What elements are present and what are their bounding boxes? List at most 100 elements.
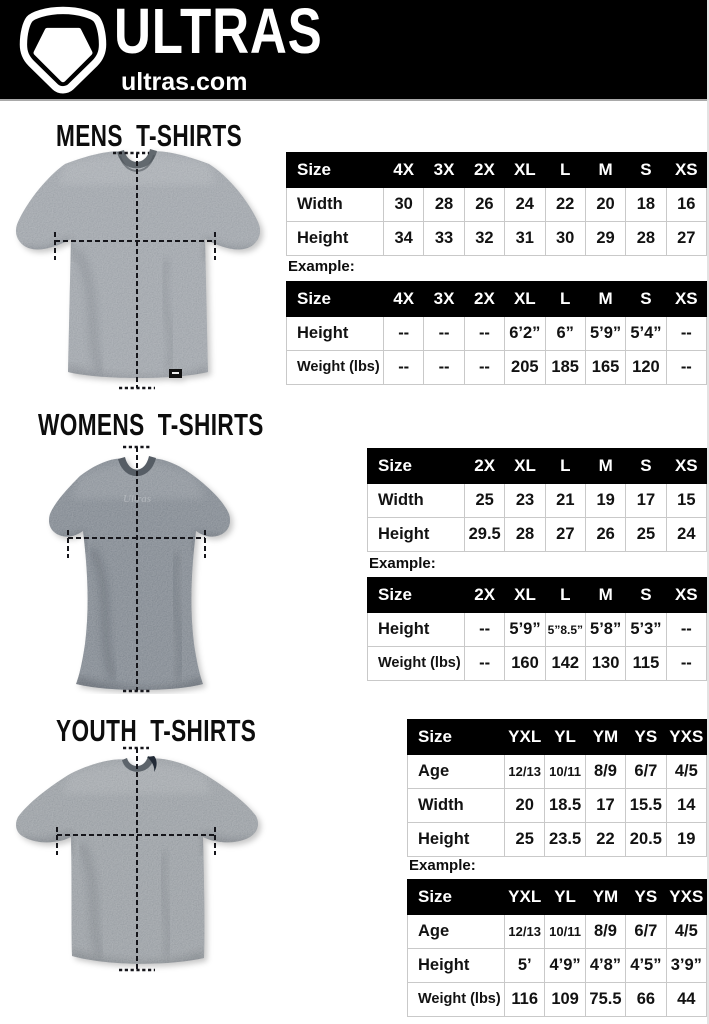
cell-value: 44: [665, 982, 708, 1017]
size-column-header: YL: [544, 879, 586, 915]
size-column-header: S: [625, 448, 667, 484]
cell-value: 8/9: [584, 754, 627, 789]
row-label: Height: [286, 316, 384, 351]
cell-value: 28: [504, 517, 546, 552]
cell-value: 142: [544, 646, 586, 681]
size-column-header: L: [544, 577, 586, 613]
size-column-header: L: [544, 448, 586, 484]
cell-value: 17: [584, 788, 627, 823]
pentagon-shield-logo-icon: [19, 6, 107, 94]
size-column-header: L: [544, 152, 586, 188]
womens-example-table: Size 2X XL L M S XS Height -- 5’9” 5”8.5” 5’8” 5’3” -…: [367, 577, 708, 681]
table-row: Weight (lbs) -- 160 142 130 115 --: [367, 646, 708, 681]
table-header-row: Size YXL YL YM YS YXS: [407, 719, 708, 755]
cell-value: --: [463, 646, 506, 681]
row-label: Weight (lbs): [367, 646, 465, 681]
cell-value: 4/5: [665, 914, 708, 949]
womens-size-table: Size 2X XL L M S XS Width 25 23 21 19 17 15 Height 29.5…: [367, 448, 708, 552]
cell-value: --: [463, 350, 506, 385]
cell-value: --: [382, 316, 425, 351]
womens-section-title: WOMENS T-SHIRTS: [38, 407, 264, 442]
cell-value: 4’8”: [584, 948, 627, 983]
cell-value: --: [423, 316, 465, 351]
cell-value: 25: [503, 822, 546, 857]
cell-value: --: [665, 646, 708, 681]
youth-example-label: Example:: [409, 857, 476, 874]
cell-value: --: [665, 612, 708, 647]
table-row: Height -- 5’9” 5”8.5” 5’8” 5’3” --: [367, 612, 708, 647]
cell-value: 20: [503, 788, 546, 823]
cell-value: 160: [504, 646, 546, 681]
size-column-header: XS: [665, 281, 708, 317]
cell-value: 165: [584, 350, 627, 385]
table-row: Height 34 33 32 31 30 29 28 27: [286, 221, 708, 256]
cell-value: 25: [625, 517, 667, 552]
size-column-header: XL: [504, 281, 546, 317]
size-column-header: YXS: [665, 719, 708, 755]
table-row: Age 12/13 10/11 8/9 6/7 4/5: [407, 754, 708, 789]
womens-tshirt-image: Ultras: [49, 445, 230, 693]
size-column-header: S: [625, 152, 667, 188]
womens-example-label: Example:: [369, 555, 436, 572]
cell-value: 28: [625, 221, 667, 256]
cell-value: --: [665, 316, 708, 351]
cell-value: 14: [665, 788, 708, 823]
cell-value: 18: [625, 187, 667, 222]
cell-value: 31: [504, 221, 546, 256]
cell-value: 26: [463, 187, 506, 222]
cell-value: 116: [503, 982, 546, 1017]
table-row: Height -- -- -- 6’2” 6” 5’9” 5’4” --: [286, 316, 708, 351]
cell-value: 23: [504, 483, 546, 518]
cell-value: --: [665, 350, 708, 385]
table-row: Width 25 23 21 19 17 15: [367, 483, 708, 518]
cell-value: 22: [544, 187, 586, 222]
cell-value: 24: [665, 517, 708, 552]
cell-value: 34: [382, 221, 425, 256]
cell-value: 30: [544, 221, 586, 256]
cell-value: 12/13: [503, 914, 546, 949]
cell-value: 29.5: [463, 517, 506, 552]
site-url[interactable]: ultras.com: [121, 68, 248, 96]
size-column-header: XS: [665, 448, 708, 484]
cell-value: 32: [463, 221, 506, 256]
cell-value: 4/5: [665, 754, 708, 789]
table-header-row: Size YXL YL YM YS YXS: [407, 879, 708, 915]
size-label-header: Size: [367, 448, 465, 484]
cell-value: 4’9”: [544, 948, 586, 983]
size-column-header: XL: [504, 577, 546, 613]
cell-value: 19: [665, 822, 708, 857]
size-column-header: 4X: [382, 152, 425, 188]
row-label: Width: [407, 788, 505, 823]
cell-value: 4’5”: [625, 948, 667, 983]
brand-wordmark: ULTRAS: [114, 0, 323, 67]
cell-value: 20.5: [625, 822, 667, 857]
size-label-header: Size: [407, 879, 505, 915]
cell-value: 130: [584, 646, 627, 681]
size-label-header: Size: [286, 152, 384, 188]
size-column-header: YM: [584, 719, 627, 755]
cell-value: 25: [463, 483, 506, 518]
mens-example-label: Example:: [288, 258, 355, 275]
size-column-header: YS: [625, 719, 667, 755]
cell-value: 6/7: [625, 754, 667, 789]
cell-value: 5”8.5”: [544, 612, 586, 647]
row-label: Width: [286, 187, 384, 222]
cell-value: 15: [665, 483, 708, 518]
table-row: Width 20 18.5 17 15.5 14: [407, 788, 708, 823]
table-row: Height 25 23.5 22 20.5 19: [407, 822, 708, 857]
table-row: Weight (lbs) -- -- -- 205 185 165 120 --: [286, 350, 708, 385]
size-column-header: L: [544, 281, 586, 317]
row-label: Height: [407, 822, 505, 857]
size-column-header: YXL: [503, 879, 546, 915]
cell-value: 10/11: [544, 754, 586, 789]
size-column-header: YXL: [503, 719, 546, 755]
cell-value: 26: [584, 517, 627, 552]
size-column-header: 2X: [463, 448, 506, 484]
youth-size-table: Size YXL YL YM YS YXS Age 12/13 10/11 8/9 6/7 4/5 Wi…: [407, 719, 708, 857]
cell-value: 16: [665, 187, 708, 222]
cell-value: 18.5: [544, 788, 586, 823]
size-column-header: YL: [544, 719, 586, 755]
cell-value: --: [382, 350, 425, 385]
cell-value: 21: [544, 483, 586, 518]
